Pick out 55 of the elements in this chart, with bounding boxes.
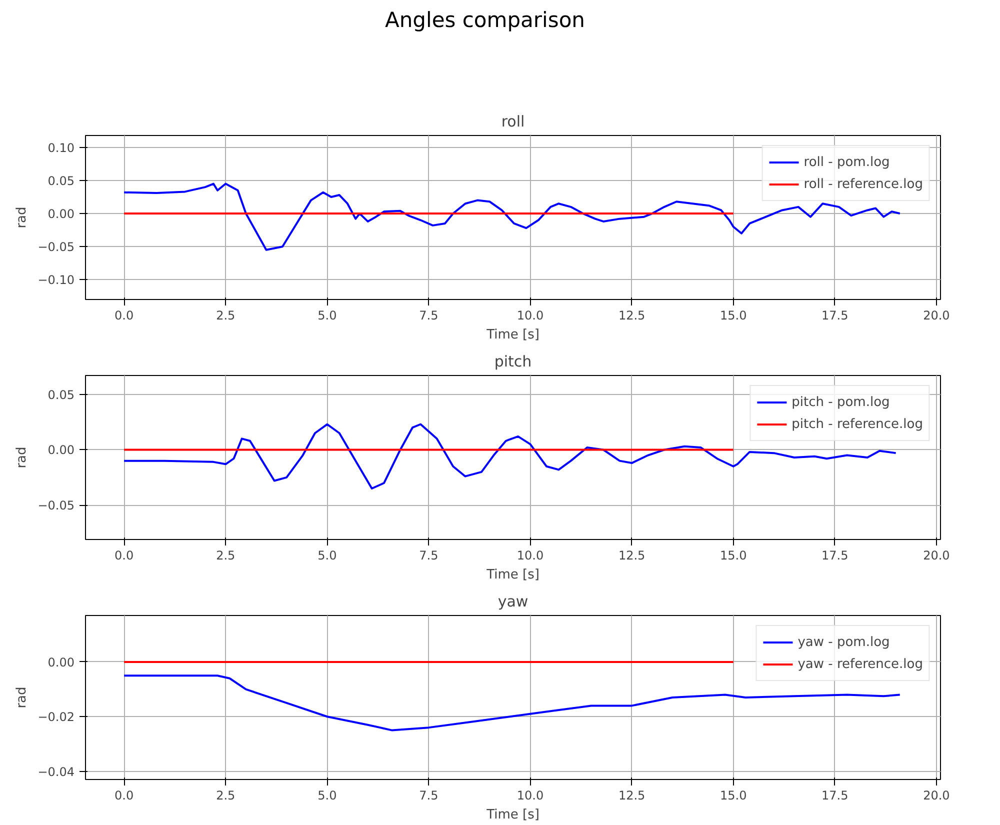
legend-label: roll - reference.log xyxy=(804,176,923,192)
x-tick-label: 2.5 xyxy=(216,788,236,802)
x-tick-label: 15.0 xyxy=(720,548,747,562)
x-tick-label: 5.0 xyxy=(318,548,337,562)
x-tick-label: 10.0 xyxy=(516,548,544,562)
y-tick-label: −0.10 xyxy=(38,273,75,288)
y-tick-label: 0.00 xyxy=(48,655,74,670)
line-series xyxy=(123,674,901,732)
text: Angles comparison xyxy=(384,7,586,34)
x-tick-label: 7.5 xyxy=(419,308,438,322)
y-tick-label: 0.05 xyxy=(48,388,74,402)
x-tick-label: 12.5 xyxy=(618,308,646,322)
legend-label: yaw - pom.log xyxy=(798,634,890,650)
x-tick-label: 12.5 xyxy=(618,788,646,802)
x-tick-label: 5.0 xyxy=(318,788,337,802)
y-tick-label: −0.05 xyxy=(38,240,75,254)
x-tick-label: 0.0 xyxy=(114,308,134,322)
x-tick-label: 17.5 xyxy=(822,788,848,802)
x-tick-label: 20.0 xyxy=(923,548,950,562)
x-tick-label: 15.0 xyxy=(720,308,747,322)
y-tick-label: 0.05 xyxy=(48,174,74,188)
y-axis-title: rad xyxy=(14,446,30,468)
chart-title: yaw xyxy=(498,592,528,610)
x-tick-label: 0.0 xyxy=(114,548,134,562)
y-axis-title: rad xyxy=(14,686,30,708)
x-tick-label: 17.5 xyxy=(822,548,848,562)
y-tick-label: 0.10 xyxy=(48,140,74,155)
x-tick-label: 2.5 xyxy=(216,548,236,562)
x-tick-label: 10.0 xyxy=(516,788,544,802)
legend-label: pitch - reference.log xyxy=(792,416,923,432)
x-axis-title: Time [s] xyxy=(486,568,540,582)
x-tick-label: 20.0 xyxy=(923,788,950,802)
x-tick-label: 15.0 xyxy=(720,788,747,802)
y-tick-label: 0.00 xyxy=(48,443,74,458)
chart-title: roll xyxy=(501,112,525,130)
x-tick-label: 10.0 xyxy=(516,308,544,322)
y-tick-label: −0.05 xyxy=(38,498,75,513)
y-axis-title: rad xyxy=(14,206,30,228)
x-tick-label: 17.5 xyxy=(822,308,848,322)
x-tick-label: 2.5 xyxy=(216,308,236,322)
x-axis-title: Time [s] xyxy=(486,328,540,342)
x-tick-label: 12.5 xyxy=(618,548,646,562)
legend-label: roll - pom.log xyxy=(804,154,890,170)
x-tick-label: 7.5 xyxy=(419,548,438,562)
y-tick-label: 0.00 xyxy=(48,207,74,222)
x-axis-title: Time [s] xyxy=(486,808,540,822)
x-tick-label: 7.5 xyxy=(419,788,438,802)
x-tick-label: 20.0 xyxy=(923,308,950,322)
chart-title: pitch xyxy=(494,352,532,370)
y-tick-label: −0.02 xyxy=(38,710,75,724)
y-tick-label: −0.04 xyxy=(38,764,75,779)
x-tick-label: 5.0 xyxy=(318,308,337,322)
legend-label: pitch - pom.log xyxy=(792,394,890,410)
legend-label: yaw - reference.log xyxy=(798,656,923,672)
x-tick-label: 0.0 xyxy=(114,788,134,802)
